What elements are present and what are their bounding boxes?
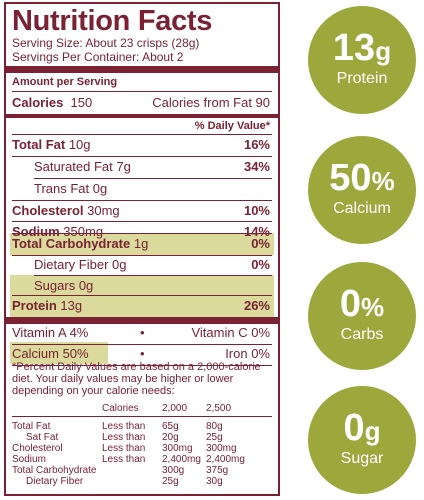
- table-row-2000: 25g: [162, 476, 179, 487]
- badge-calcium: 50% Calcium: [308, 136, 416, 244]
- badge-sugar: 0g Sugar: [308, 386, 416, 494]
- table-row-qualifier: Less than: [102, 454, 146, 465]
- row-protein: Protein 13g 26%: [12, 298, 270, 313]
- divider: [34, 178, 272, 179]
- row-minerals: Calcium 50% • Iron 0%: [12, 346, 270, 361]
- row-saturated-fat: Saturated Fat 7g 34%: [34, 159, 270, 174]
- table-header-2500: 2,500: [206, 403, 232, 414]
- footnote: *Percent Daily Values are based on a 2,0…: [12, 361, 261, 397]
- table-header-2000: 2,000: [162, 403, 188, 414]
- table-row-label: Sat Fat: [26, 432, 59, 443]
- divider: [12, 233, 272, 234]
- table-row-2500: 375g: [206, 465, 229, 476]
- calories-row: Calories 150 Calories from Fat 90: [12, 95, 270, 110]
- divider: [12, 91, 272, 92]
- table-row-label: Total Carbohydrate: [12, 465, 97, 476]
- label-title: Nutrition Facts: [12, 5, 213, 37]
- table-row-2000: 300mg: [162, 443, 193, 454]
- table-row-2000: 300g: [162, 465, 185, 476]
- row-dietary-fiber: Dietary Fiber 0g 0%: [34, 257, 270, 272]
- table-row-qualifier: Less than: [102, 421, 146, 432]
- row-total-carbohydrate: Total Carbohydrate 1g 0%: [12, 236, 270, 251]
- highlight-calcium: [10, 342, 108, 364]
- divider: [12, 156, 272, 157]
- nutrition-facts-label: Nutrition Facts Serving Size: About 23 c…: [4, 2, 280, 496]
- divider: [12, 295, 272, 296]
- highlight-sugars: [10, 275, 274, 297]
- divider: [12, 134, 272, 135]
- divider: [12, 344, 272, 345]
- row-sodium: Sodium 350mg 14%: [12, 224, 270, 239]
- table-row-2500: 300mg: [206, 443, 237, 454]
- row-vitamins: Vitamin A 4% • Vitamin C 0%: [12, 325, 270, 340]
- table-row-label: Sodium: [12, 454, 46, 465]
- thick-divider: [6, 317, 278, 324]
- table-row-2500: 30g: [206, 476, 223, 487]
- dv-header: % Daily Value*: [194, 120, 270, 132]
- amount-per-serving: Amount per Serving: [12, 76, 118, 88]
- divider: [12, 200, 272, 201]
- highlight-protein: [10, 295, 274, 317]
- table-row-2000: 65g: [162, 421, 179, 432]
- table-row-2500: 80g: [206, 421, 223, 432]
- divider: [12, 365, 272, 366]
- servings-per-container: Servings Per Container: About 2: [12, 50, 184, 64]
- badge-protein: 13g Protein: [308, 6, 416, 114]
- row-trans-fat: Trans Fat 0g: [34, 181, 108, 196]
- table-row-label: Dietary Fiber: [26, 476, 84, 487]
- divider: [12, 221, 272, 222]
- table-row-2500: 25g: [206, 432, 223, 443]
- divider: [12, 255, 272, 256]
- table-row-label: Total Fat: [12, 421, 51, 432]
- table-row-2000: 20g: [162, 432, 179, 443]
- row-total-fat: Total Fat 10g 16%: [12, 137, 270, 152]
- table-row-qualifier: Less than: [102, 443, 146, 454]
- serving-size: Serving Size: About 23 crisps (28g): [12, 36, 200, 50]
- table-row-2000: 2,400mg: [162, 454, 201, 465]
- row-cholesterol: Cholesterol 30mg 10%: [12, 203, 270, 218]
- table-row-qualifier: Less than: [102, 432, 146, 443]
- table-row-label: Cholesterol: [12, 443, 63, 454]
- table-divider: [12, 416, 272, 417]
- badge-carbs: 0% Carbs: [308, 262, 416, 370]
- thick-divider: [6, 66, 278, 73]
- table-row-2500: 2,400mg: [206, 454, 245, 465]
- table-header-calories: Calories: [102, 403, 139, 414]
- divider: [34, 275, 272, 276]
- highlight-total-carbohydrate: [10, 233, 274, 255]
- row-sugars: Sugars 0g: [34, 278, 94, 293]
- medium-divider: [6, 114, 278, 118]
